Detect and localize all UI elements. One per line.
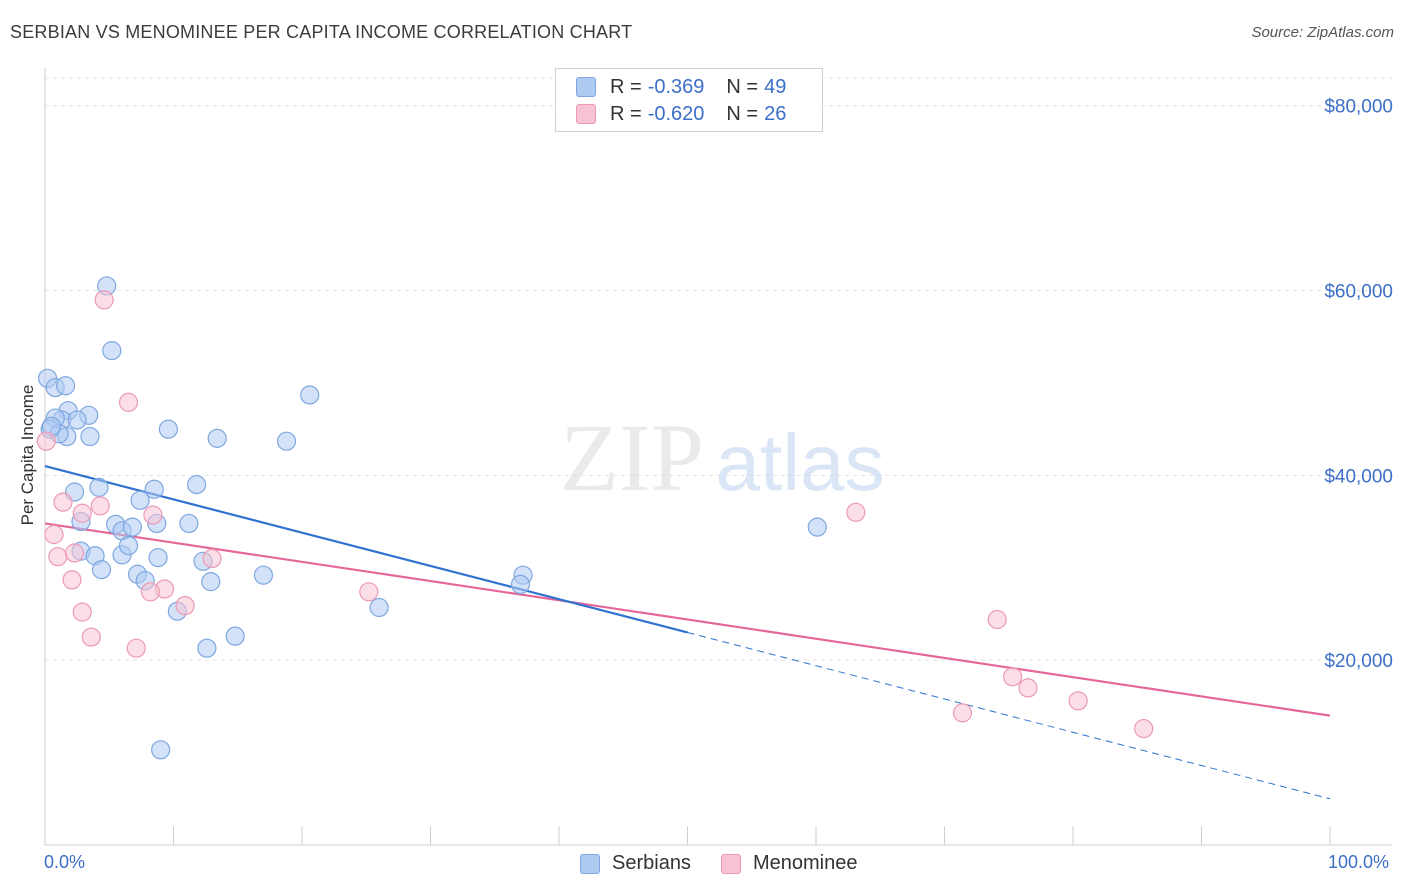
serbians-point [510,574,531,595]
serbians-point [130,490,150,510]
serbians-point [187,475,207,495]
n-label: N = [726,102,759,125]
x-tick-label-max: 100.0% [1328,852,1390,872]
y-tick-labels: $20,000 $40,000 $60,000 $80,000 [1324,97,1393,672]
serbians-swatch [576,77,596,97]
y-tick-label: $80,000 [1324,97,1393,118]
r-label: R = [610,75,642,98]
grid-lines [45,77,1392,661]
legend-row-serbians: R = -0.369 N = 49 [576,74,808,100]
menominee-point [1003,667,1023,687]
watermark-zip: ZIP [560,404,704,511]
serbians-point [55,376,76,396]
menominee-point [126,638,146,658]
serbians-point [201,572,221,592]
chart-title: SERBIAN VS MENOMINEE PER CAPITA INCOME C… [10,22,633,42]
serbians-label: Serbians [612,852,691,874]
serbians-point [300,385,320,405]
serbians-point [179,513,199,534]
r-value: -0.620 [647,102,705,125]
menominee-point [952,703,973,723]
menominee-point [202,548,222,569]
serbians-point [151,740,171,760]
menominee-point [1018,678,1038,698]
menominee-point [48,547,68,567]
menominee-point [94,290,114,310]
menominee-point [1134,718,1154,739]
menominee-point [140,582,160,602]
serbians-point [197,638,217,658]
serbians-point [807,517,827,537]
watermark: ZIP atlas [560,404,884,511]
n-value: 26 [764,102,787,125]
serbians-point [91,560,112,580]
menominee-point [359,582,379,602]
menominee-point [1068,691,1088,711]
watermark-atlas: atlas [716,418,885,507]
r-label: R = [610,102,642,125]
x-tick-label-min: 0.0% [44,852,86,872]
serbians-point [80,426,100,447]
r-value: -0.369 [647,75,705,98]
menominee-point [846,502,866,522]
series-legend: Serbians Menominee [580,852,887,875]
serbians-point [253,565,274,585]
menominee-trend-line [44,522,1331,717]
y-tick-label: $60,000 [1324,282,1393,303]
menominee-point [81,627,101,647]
menominee-point [118,392,139,412]
serbians-point [158,419,178,439]
serbians-point [67,410,87,430]
serbians-point [225,626,245,646]
legend-item-serbians: Serbians [580,852,691,875]
menominee-point [36,431,56,451]
menominee-point [64,543,85,563]
menominee-point [53,492,73,512]
serbians-point [89,477,109,497]
serbians-point [276,431,297,451]
menominee-point [44,524,64,545]
n-label: N = [726,75,759,98]
correlation-legend: R = -0.369 N = 49 R = -0.620 N = 26 [555,68,823,132]
menominee-label: Menominee [752,852,858,874]
serbians-point [369,597,389,618]
serbians-swatch [580,853,600,874]
source-label: Source: ZipAtlas.com [1251,24,1394,41]
menominee-point [175,596,195,616]
legend-row-menominee: R = -0.620 N = 26 [576,101,808,127]
menominee-point [143,505,163,525]
legend-item-menominee: Menominee [720,852,858,875]
serbians-point [148,548,168,568]
serbians-point [144,479,164,499]
menominee-point [72,503,92,523]
serbians-point [207,428,227,448]
data-points [36,276,1154,760]
axes [44,68,1392,846]
y-axis-label: Per Capita Income [18,384,37,526]
menominee-swatch [576,104,596,124]
menominee-point [987,609,1007,630]
serbians-point [102,341,122,361]
menominee-point [62,570,82,590]
y-tick-label: $40,000 [1324,466,1393,487]
serbians-point [118,535,139,556]
n-value: 49 [764,75,787,98]
serbians-trend-extrapolation [687,631,1331,800]
serbians-point [122,517,142,537]
menominee-point [90,496,110,516]
menominee-swatch [720,853,741,874]
y-tick-label: $20,000 [1324,651,1393,672]
menominee-point [72,602,92,622]
